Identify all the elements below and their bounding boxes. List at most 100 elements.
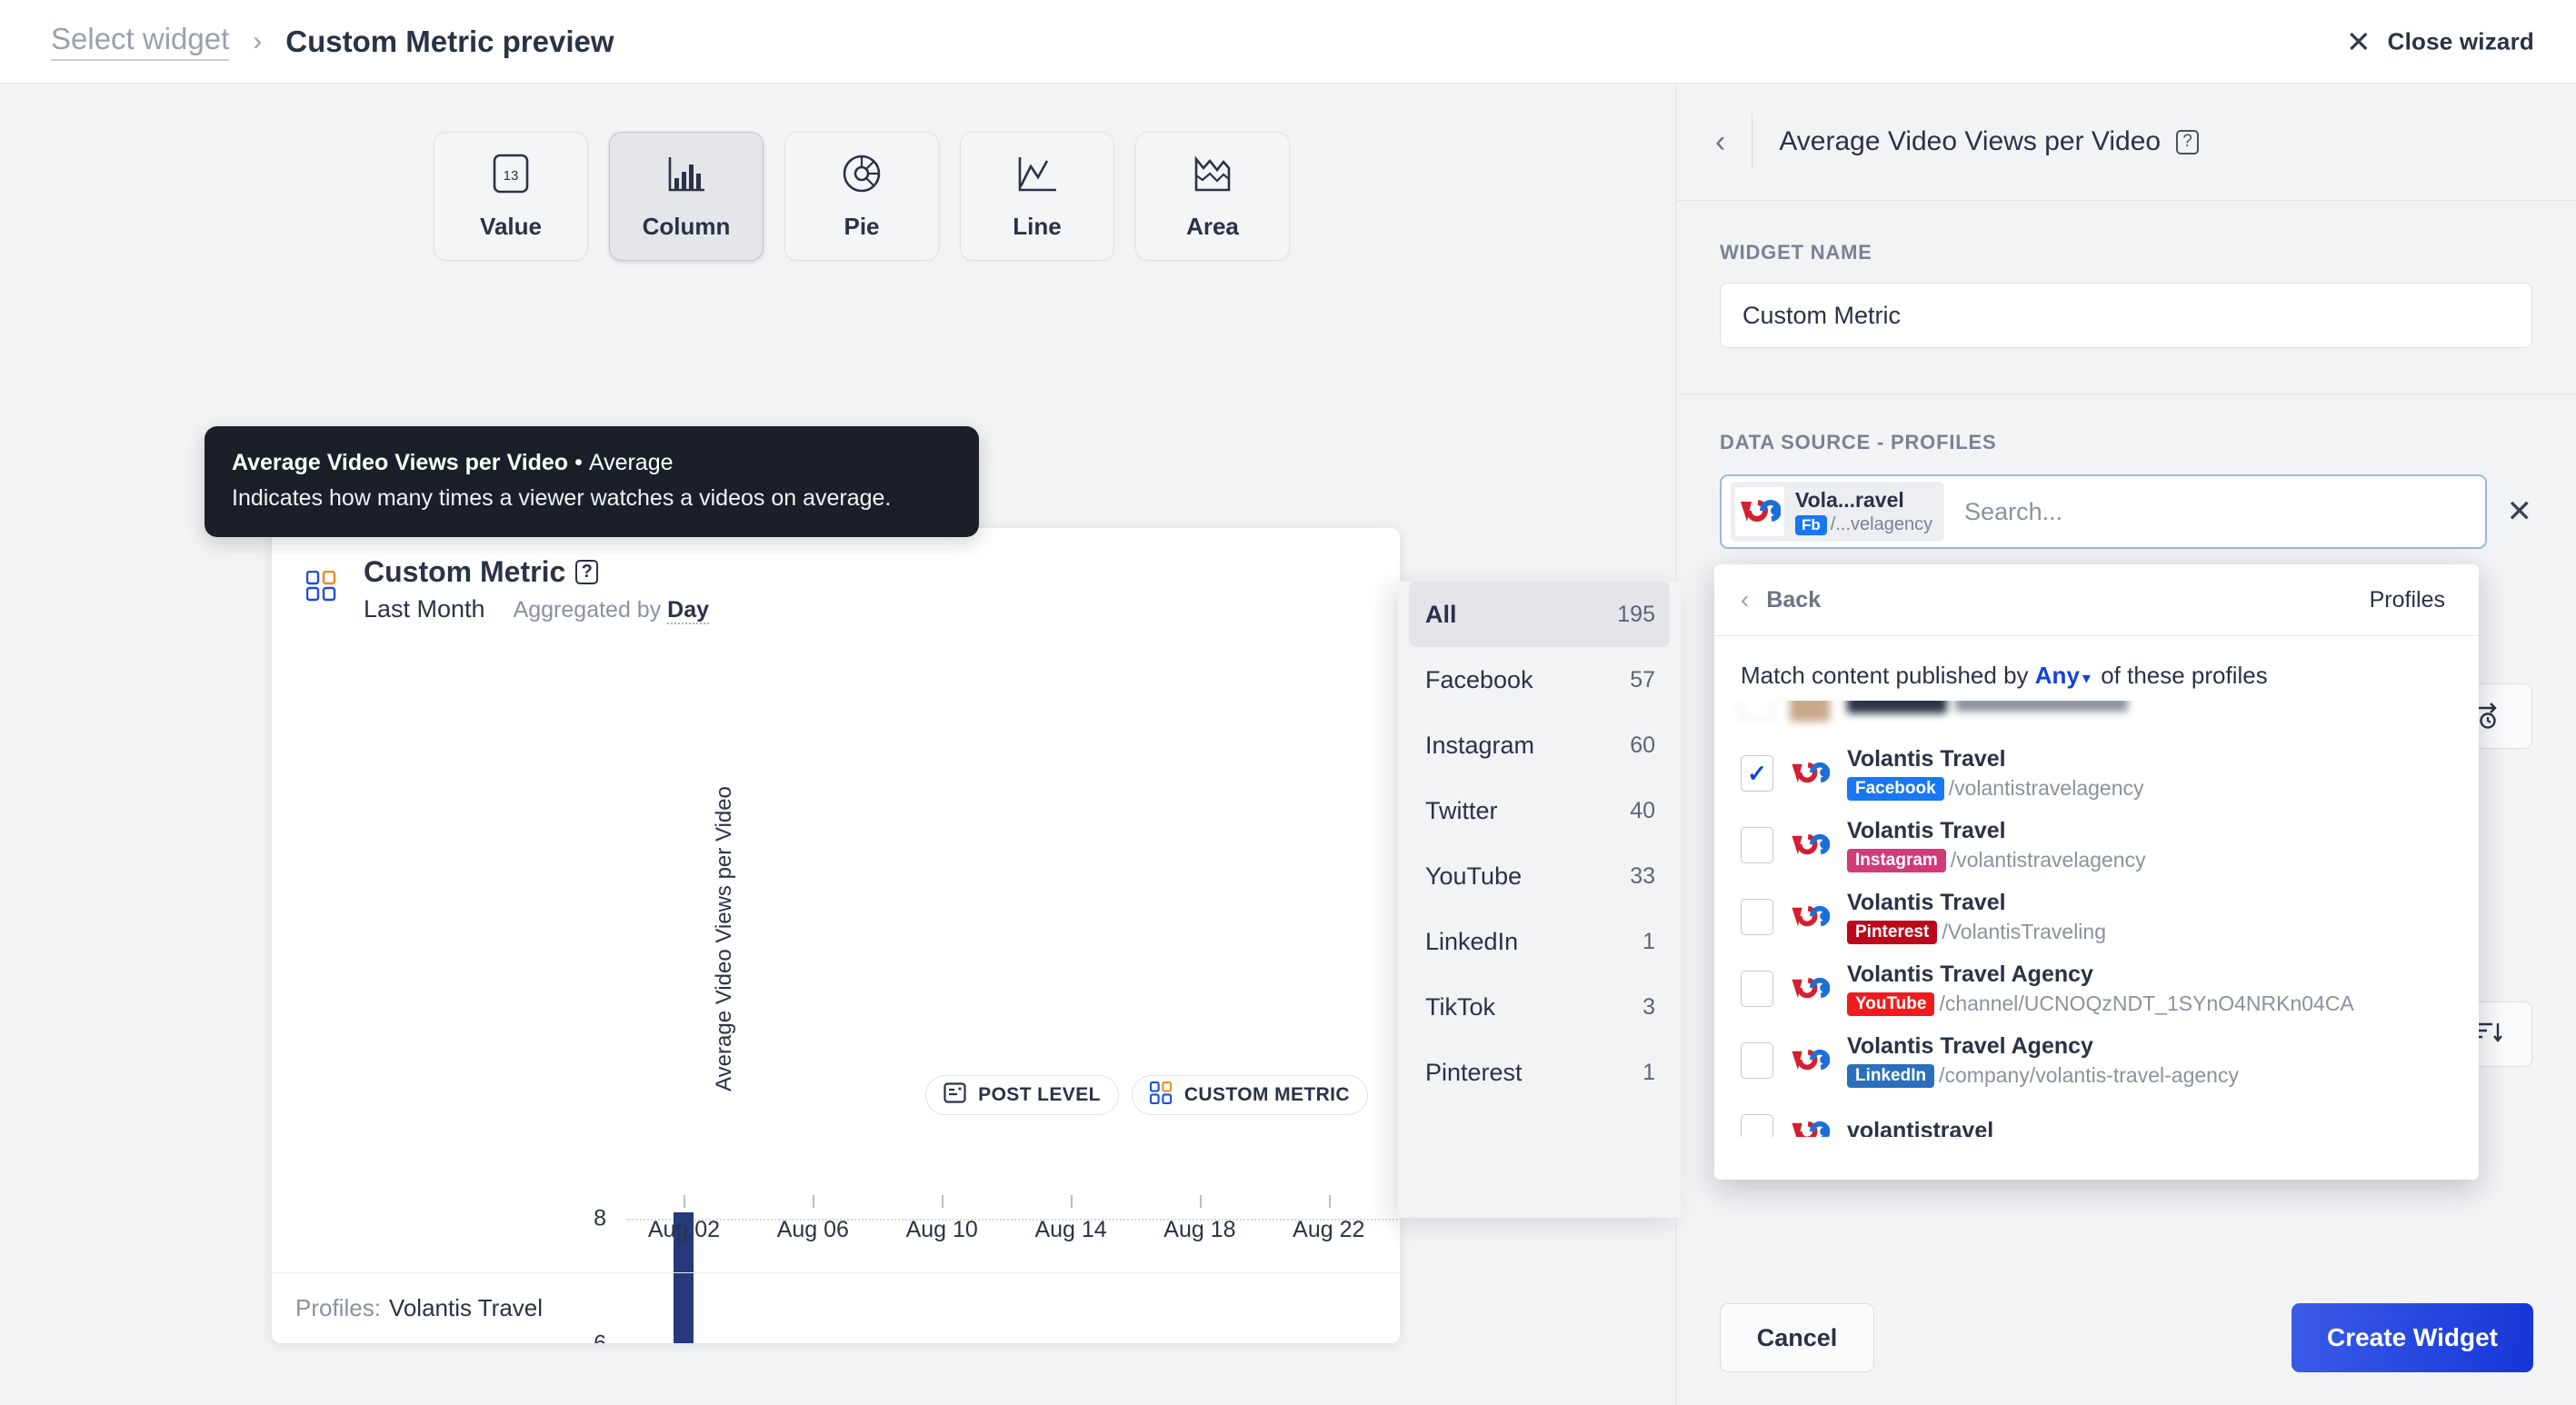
data-source-section: DATA SOURCE - PROFILES Vola...ravel Fb /…: [1676, 431, 2576, 549]
widget-type-area[interactable]: Area: [1135, 132, 1290, 261]
badge-post-level[interactable]: POST LEVEL: [925, 1075, 1119, 1115]
post-icon: [944, 1081, 966, 1110]
avatar: [1790, 897, 1830, 937]
network-filter-label: All: [1425, 600, 1457, 628]
profile-option[interactable]: volantistravel: [1714, 1096, 2479, 1137]
network-filter-label: TikTok: [1425, 992, 1496, 1021]
breadcrumb: Select widget › Custom Metric preview: [51, 22, 614, 61]
x-axis-tick-mark: [813, 1195, 815, 1208]
card-footer: Profiles: Volantis Travel: [272, 1272, 1400, 1343]
profile-option-list[interactable]: ✓ Volantis Travel Facebook/volantistravela…: [1714, 701, 2479, 1137]
profiles-dropdown: ‹ Back Profiles Match content published …: [1714, 564, 2479, 1180]
profile-option[interactable]: Volantis Travel Agency LinkedIn/company/v…: [1714, 1024, 2479, 1096]
config-panel-header: ‹ Average Video Views per Video ?: [1676, 84, 2576, 200]
network-badge: LinkedIn: [1847, 1063, 1935, 1088]
chevron-left-icon[interactable]: ‹: [1715, 125, 1726, 159]
profile-checkbox[interactable]: ✓: [1741, 754, 1773, 792]
divider: [1676, 200, 2576, 201]
network-filter-item-youtube[interactable]: YouTube 33: [1398, 843, 1681, 909]
profile-checkbox[interactable]: [1741, 701, 1773, 720]
match-prefix: Match content published by: [1741, 662, 2029, 689]
profile-checkbox[interactable]: [1741, 970, 1773, 1007]
profile-checkbox[interactable]: [1741, 826, 1773, 863]
network-filter-count: 3: [1642, 993, 1655, 1020]
chevron-left-icon: ‹: [1741, 585, 1750, 613]
network-filter-label: YouTube: [1425, 862, 1523, 890]
network-filter-item-all[interactable]: All 195: [1409, 582, 1670, 647]
config-panel-footer: Cancel Create Widget: [1676, 1270, 2576, 1405]
profiles-combobox[interactable]: Vola...ravel Fb /...velagency: [1720, 474, 2487, 549]
widget-type-selector: 13 Value Column Pie Line: [434, 132, 1290, 261]
widget-type-pie[interactable]: Pie: [784, 132, 939, 261]
network-filter-item-facebook[interactable]: Facebook 57: [1398, 647, 1681, 712]
profile-option[interactable]: Volantis Travel Pinterest/VolantisTraveli…: [1714, 881, 2479, 952]
profile-name: Volantis Travel Agency: [1847, 962, 2093, 987]
close-icon: ✕: [2346, 25, 2371, 58]
badge-post-level-label: POST LEVEL: [978, 1084, 1101, 1105]
svg-text:13: 13: [504, 168, 519, 184]
create-widget-button[interactable]: Create Widget: [2291, 1303, 2533, 1372]
network-badge: Instagram: [1847, 848, 1946, 872]
avatar: [1790, 1112, 1830, 1137]
tooltip-bullet: •: [574, 450, 583, 475]
preview-pane: 13 Value Column Pie Line: [0, 84, 1675, 1405]
avatar: [1790, 1041, 1830, 1081]
help-icon[interactable]: ?: [2176, 129, 2200, 154]
x-axis-tick-mark: [942, 1195, 944, 1208]
data-source-label: DATA SOURCE - PROFILES: [1720, 431, 1997, 453]
search-input[interactable]: [1964, 497, 2478, 526]
date-history-icon: [2473, 699, 2504, 734]
dropdown-back-button[interactable]: ‹ Back: [1741, 587, 1821, 613]
x-axis-tick: Aug 10: [905, 1217, 978, 1242]
network-badge: Pinterest: [1847, 920, 1938, 944]
match-operator-select[interactable]: Any: [2034, 662, 2080, 689]
card-title: Custom Metric: [364, 555, 566, 588]
tooltip-aggregation: Average: [588, 450, 674, 475]
metric-tooltip: Average Video Views per Video • Average In…: [205, 426, 979, 537]
network-filter-item-twitter[interactable]: Twitter 40: [1398, 778, 1681, 843]
network-filter-item-instagram[interactable]: Instagram 60: [1398, 712, 1681, 778]
card-aggregation-value[interactable]: Day: [667, 597, 710, 624]
network-filter-item-linkedin[interactable]: LinkedIn 1: [1398, 909, 1681, 974]
profile-checkbox[interactable]: [1741, 898, 1773, 935]
card-aggregation: Aggregated by Day: [513, 597, 710, 624]
widget-name-input[interactable]: [1720, 283, 2532, 348]
pie-chart-icon: [841, 153, 883, 194]
profile-name: Volantis Travel Agency: [1847, 1033, 2093, 1059]
help-icon[interactable]: ?: [575, 560, 599, 584]
profile-handle-row: Instagram/volantistravelagency: [1847, 848, 2146, 872]
bar[interactable]: [674, 1211, 694, 1343]
network-filter-item-pinterest[interactable]: Pinterest 1: [1398, 1040, 1681, 1105]
tooltip-metric-name: Average Video Views per Video: [232, 450, 569, 475]
network-filter-count: 195: [1617, 601, 1655, 627]
chevron-down-icon[interactable]: ▾: [2082, 669, 2091, 687]
widget-type-column[interactable]: Column: [609, 132, 764, 261]
network-filter-count: 57: [1630, 666, 1655, 693]
network-filter-label: Instagram: [1425, 731, 1535, 759]
area-chart-icon: [1192, 153, 1233, 194]
avatar: [1790, 969, 1830, 1009]
profile-checkbox[interactable]: [1741, 1041, 1773, 1079]
widget-name-section: WIDGET NAME: [1676, 241, 2576, 348]
breadcrumb-select-widget[interactable]: Select widget: [51, 22, 230, 61]
widget-type-line[interactable]: Line: [960, 132, 1114, 261]
selected-profile-chip[interactable]: Vola...ravel Fb /...velagency: [1731, 482, 1945, 542]
clear-selection-icon[interactable]: ✕: [2506, 494, 2533, 529]
card-aggregation-prefix: Aggregated by: [513, 597, 662, 623]
profile-option[interactable]: [1714, 701, 2479, 737]
bar-chart-icon: [666, 153, 706, 194]
widget-type-value[interactable]: 13 Value: [434, 132, 588, 261]
selected-profile-name: Vola...ravel: [1795, 487, 1904, 512]
close-wizard-button[interactable]: ✕ Close wizard: [2346, 26, 2534, 56]
network-filter-item-tiktok[interactable]: TikTok 3: [1398, 974, 1681, 1040]
network-filter-count: 1: [1642, 1059, 1655, 1085]
profile-option[interactable]: ✓ Volantis Travel Facebook/volantistravela…: [1714, 737, 2479, 809]
profile-checkbox[interactable]: [1741, 1113, 1773, 1137]
profile-option[interactable]: Volantis Travel Instagram/volantistravela…: [1714, 809, 2479, 881]
cancel-button[interactable]: Cancel: [1720, 1303, 1874, 1372]
card-footer-value: Volantis Travel: [388, 1294, 544, 1321]
network-badge: YouTube: [1847, 991, 1935, 1016]
badge-custom-metric[interactable]: CUSTOM METRIC: [1131, 1075, 1368, 1115]
profile-option[interactable]: Volantis Travel Agency YouTube/channel/UC…: [1714, 952, 2479, 1024]
